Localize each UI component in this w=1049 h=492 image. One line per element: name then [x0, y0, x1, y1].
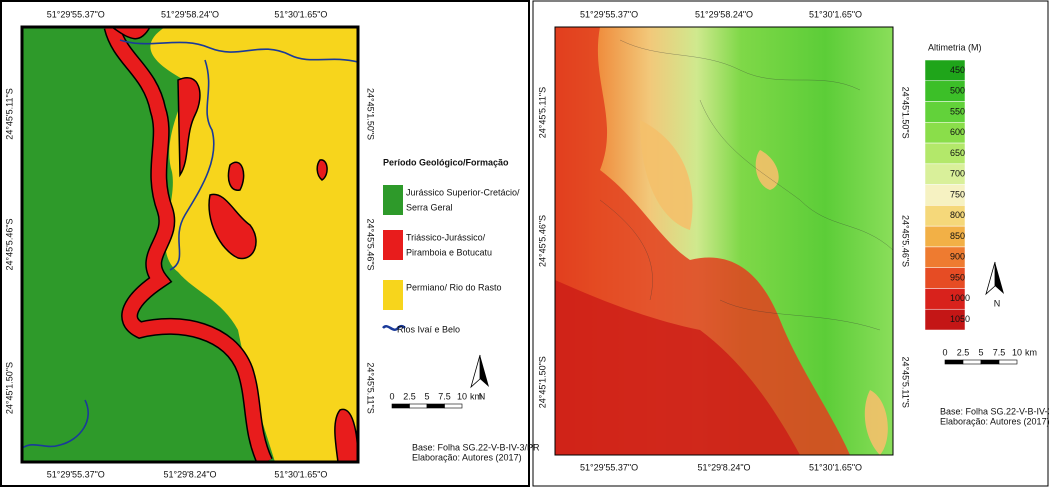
coordinate-label: 24°45'5.46"S — [901, 215, 911, 267]
north-arrow — [480, 355, 489, 387]
credits: Elaboração: Autores (2017) — [412, 452, 522, 462]
legend-label: 1050 — [950, 314, 970, 324]
scale-segment — [444, 403, 463, 409]
credits: Elaboração: Autores (2017) — [940, 416, 1049, 426]
scale-label: 7.5 — [438, 391, 451, 401]
scale-label: 10 — [457, 391, 467, 401]
north-arrow — [985, 261, 996, 296]
coordinate-label: 51°30'1.65"O — [274, 469, 327, 479]
coordinate-label: 51°29'55.37"O — [47, 469, 105, 479]
scale-segment — [962, 359, 982, 365]
coordinate-label: 24°45'5.46"S — [537, 215, 547, 267]
legend-label: 850 — [950, 231, 965, 241]
legend-label: Triássico-Jurássico/ — [406, 232, 486, 242]
scale-segment — [409, 403, 428, 409]
scale-label: 5 — [424, 391, 429, 401]
legend-label: 600 — [950, 127, 965, 137]
legend-label: 800 — [950, 210, 965, 220]
panel-frame — [532, 0, 1049, 487]
coordinate-label: 51°29'55.37"O — [580, 462, 638, 472]
highest-elevation — [555, 280, 800, 455]
scale-label: 0 — [389, 391, 394, 401]
scale-label: 10 — [1012, 347, 1022, 357]
north-arrow — [995, 262, 1004, 294]
coordinate-label: 24°45'5.11"S — [366, 362, 376, 413]
panel-frame — [0, 0, 530, 487]
coordinate-label: 51°30'1.65"O — [809, 462, 862, 472]
piramboia-botucatu-band — [105, 27, 272, 462]
legend-label: Rios Ivaí e Belo — [397, 324, 460, 334]
credits: Base: Folha SG.22-V-B-IV-3/PR — [412, 442, 540, 452]
coordinate-label: 51°29'58.24"O — [695, 9, 753, 19]
scale-segment — [391, 403, 410, 409]
legend-label: Piramboia e Botucatu — [406, 247, 492, 257]
coordinate-label: 51°30'1.65"O — [274, 9, 327, 19]
coordinate-label: 24°45'5.46"S — [4, 218, 14, 270]
legend-swatch — [383, 185, 403, 215]
credits: Base: Folha SG.22-V-B-IV-3/PR — [940, 406, 1049, 416]
scale-label: 2.5 — [403, 391, 416, 401]
drainage — [599, 39, 893, 331]
legend-river — [382, 324, 406, 331]
map-frame — [20, 25, 360, 464]
geology-map — [22, 27, 358, 462]
coordinate-label: 51°29'55.37"O — [47, 9, 105, 19]
scale-label: 5 — [978, 347, 983, 357]
legend-swatch — [924, 308, 966, 331]
scale-segment — [426, 403, 445, 409]
coordinate-label: 24°45'5.11"S — [537, 87, 547, 138]
legend-label: 500 — [950, 86, 965, 96]
coordinate-label: 24°45'1.50"S — [901, 87, 911, 139]
river — [22, 39, 358, 449]
legend-label: Serra Geral — [406, 202, 453, 212]
legend-label: 550 — [950, 106, 965, 116]
coordinate-label: 51°29'58.24"O — [161, 9, 219, 19]
legend-swatch — [383, 280, 403, 310]
coordinate-label: 24°45'1.50"S — [537, 356, 547, 408]
legend-label: Jurássico Superior-Cretácio/ — [406, 187, 520, 197]
coordinate-label: 51°29'8.24"O — [697, 462, 750, 472]
north-label: N — [994, 298, 1001, 308]
coordinate-label: 24°45'5.11"S — [4, 88, 14, 139]
scale-unit: km — [1025, 347, 1037, 357]
legend-label: 950 — [950, 272, 965, 282]
scale-segment — [944, 359, 964, 365]
legend-label: Permiano/ Rio do Rasto — [406, 282, 502, 292]
legend-label: 900 — [950, 252, 965, 262]
legend-label: 700 — [950, 169, 965, 179]
legend-title: Período Geológico/Formação — [383, 157, 509, 167]
scale-label: 7.5 — [993, 347, 1006, 357]
scale-segment — [980, 359, 1000, 365]
legend-label: 650 — [950, 148, 965, 158]
altimetry-map — [555, 27, 893, 455]
coordinate-label: 51°29'55.37"O — [580, 9, 638, 19]
legend-label: 450 — [950, 65, 965, 75]
mid-elevation — [640, 120, 888, 455]
map-frame — [554, 26, 894, 456]
coordinate-label: 24°45'1.50"S — [4, 362, 14, 414]
legend-swatch — [383, 230, 403, 260]
coordinate-label: 24°45'5.46"S — [366, 218, 376, 270]
scale-label: 0 — [942, 347, 947, 357]
north-arrow — [470, 354, 481, 389]
coordinate-label: 24°45'1.50"S — [366, 88, 376, 140]
north-label: N — [479, 391, 486, 401]
coordinate-label: 51°29'8.24"O — [163, 469, 216, 479]
piramboia-botucatu-patches — [110, 27, 358, 462]
scale-segment — [998, 359, 1018, 365]
coordinate-label: 24°45'5.11"S — [901, 357, 911, 408]
scale-unit: km — [470, 391, 482, 401]
scale-label: 2.5 — [957, 347, 970, 357]
legend-title: Altimetria (M) — [928, 42, 982, 52]
legend-label: 1000 — [950, 293, 970, 303]
coordinate-label: 51°30'1.65"O — [809, 9, 862, 19]
legend-label: 750 — [950, 189, 965, 199]
